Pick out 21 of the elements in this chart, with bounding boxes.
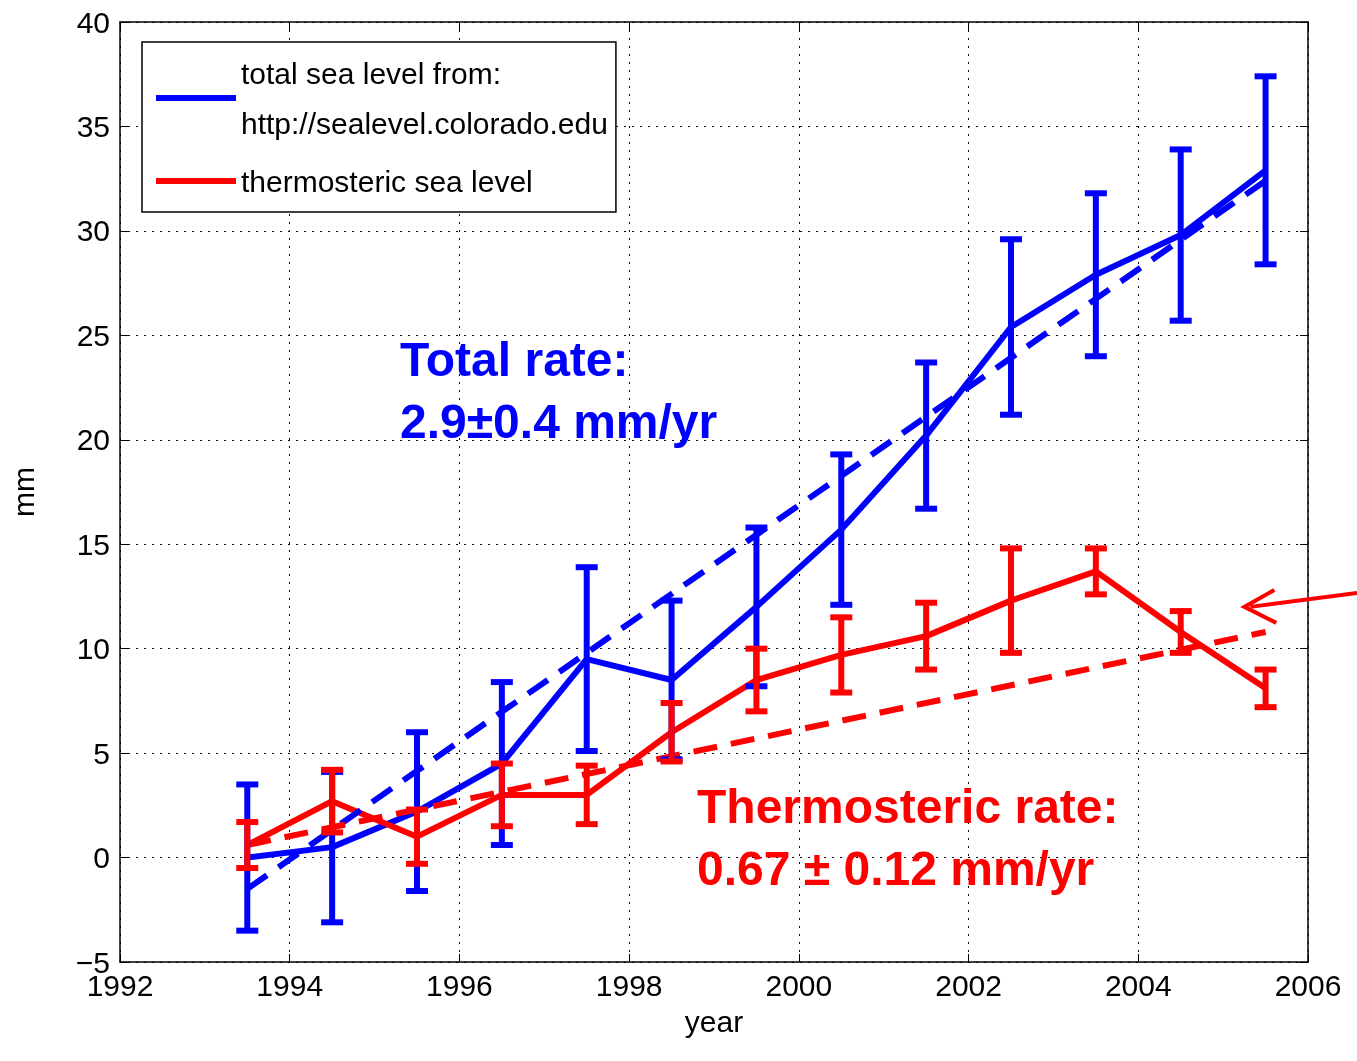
y-tick-label: 10: [76, 632, 110, 666]
y-tick-label: 20: [76, 423, 110, 457]
x-tick-label: 1998: [595, 968, 663, 1002]
y-tick-label: 5: [93, 736, 110, 770]
y-tick-label: 25: [76, 318, 110, 352]
y-tick-label: 40: [76, 5, 110, 39]
annotation: Thermosteric rate: 0.67 ± 0.12 mm/yr: [697, 779, 1119, 895]
x-tick-label: 2004: [1104, 968, 1172, 1002]
y-tick-label: 30: [76, 214, 110, 248]
y-axis-title: mm: [6, 467, 40, 517]
x-tick-label: 1994: [256, 968, 324, 1002]
x-tick-label: 2000: [765, 968, 833, 1002]
x-tick-label: 2006: [1274, 968, 1342, 1002]
annotation: Total rate: 2.9±0.4 mm/yr: [400, 332, 718, 448]
y-tick-label: 0: [93, 841, 110, 875]
y-tick-label: 35: [76, 109, 110, 143]
x-tick-label: 2002: [935, 968, 1002, 1002]
legend-label: thermosteric sea level: [241, 164, 533, 198]
x-tick-label: 1996: [426, 968, 493, 1002]
x-axis-title: year: [684, 1004, 744, 1038]
y-tick-label: 15: [76, 527, 110, 561]
